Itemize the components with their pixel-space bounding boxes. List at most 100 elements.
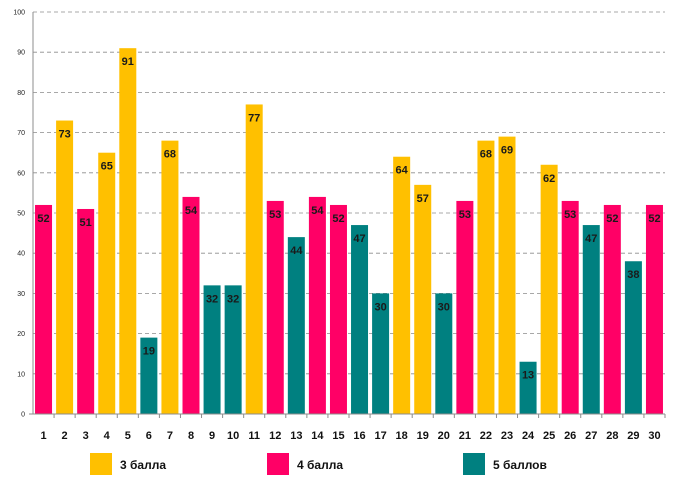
x-tick-label: 20: [438, 430, 450, 442]
bar-value-label: 32: [227, 293, 239, 305]
x-tick-label: 9: [209, 430, 215, 442]
bar: [77, 208, 95, 414]
bar: [203, 285, 221, 414]
y-tick-label: 50: [17, 211, 25, 218]
bar: [56, 120, 74, 414]
bar-value-label: 13: [522, 370, 534, 382]
bar-value-label: 54: [185, 205, 198, 217]
x-tick-label: 7: [167, 430, 173, 442]
bar: [98, 152, 116, 414]
legend: 3 балла 4 балла 5 баллов: [90, 453, 547, 475]
x-tick-label: 13: [290, 430, 302, 442]
bar: [287, 237, 305, 414]
bar-value-label: 64: [396, 165, 409, 177]
legend-label: 4 балла: [297, 458, 343, 472]
grid-lines: [33, 11, 665, 375]
legend-swatch: [463, 453, 485, 475]
x-tick-label: 30: [648, 430, 660, 442]
y-tick-label: 40: [17, 251, 25, 258]
bar-value-label: 53: [564, 209, 576, 221]
bar-value-label: 47: [353, 233, 365, 245]
y-tick-label: 70: [17, 130, 25, 137]
bar: [561, 200, 579, 414]
y-tick-label: 60: [17, 170, 25, 177]
y-tick-label: 100: [13, 10, 25, 17]
x-tick-label: 19: [417, 430, 429, 442]
legend-swatch: [90, 453, 112, 475]
bars: [35, 48, 663, 415]
x-tick-label: 26: [564, 430, 576, 442]
bar-value-label: 54: [311, 205, 324, 217]
bar: [245, 104, 263, 415]
bar: [224, 285, 242, 414]
bar: [624, 261, 642, 414]
legend-label: 3 балла: [120, 458, 166, 472]
bar: [119, 48, 137, 415]
x-tick-label: 17: [374, 430, 386, 442]
x-tick-label: 22: [480, 430, 492, 442]
bar: [308, 196, 326, 414]
bar: [372, 293, 390, 414]
bar-value-label: 51: [80, 217, 92, 229]
x-tick-label: 1: [40, 430, 46, 442]
bar-value-label: 38: [627, 269, 639, 281]
legend-swatch: [267, 453, 289, 475]
legend-label: 5 баллов: [493, 458, 547, 472]
x-tick-label: 16: [353, 430, 365, 442]
bar: [266, 200, 284, 414]
bar-value-label: 91: [122, 56, 134, 68]
x-tick-label: 23: [501, 430, 513, 442]
bar-value-label: 73: [58, 129, 70, 141]
x-tick-label: 4: [104, 430, 111, 442]
bar-value-label: 69: [501, 145, 513, 157]
bar-value-label: 52: [332, 213, 344, 225]
bar: [540, 164, 558, 414]
bar: [645, 204, 663, 414]
bar: [456, 200, 474, 414]
bar: [351, 225, 369, 414]
bar-value-label: 19: [143, 346, 155, 358]
x-tick-label: 18: [396, 430, 408, 442]
y-axis-ticks: 0 10 20 30 40 50 60 70 80 90 100: [13, 10, 25, 419]
bar: [498, 136, 516, 414]
bar: [603, 204, 621, 414]
x-tick-label: 2: [62, 430, 68, 442]
x-tick-label: 11: [248, 430, 260, 442]
bar-value-label: 53: [459, 209, 471, 221]
bar: [35, 204, 53, 414]
x-tick-label: 21: [459, 430, 471, 442]
x-tick-label: 29: [627, 430, 639, 442]
bar-value-label: 30: [374, 301, 386, 313]
x-tick-label: 28: [606, 430, 618, 442]
x-tick-label: 14: [311, 430, 324, 442]
bar-value-label: 52: [606, 213, 618, 225]
bar: [414, 184, 432, 414]
x-axis-ticks: 1 2 3 4 5 6 7 8 9 10 11 12 13 14 15 16 17 18 19 20 21 22 23 24 2…: [40, 414, 666, 442]
x-tick-label: 27: [585, 430, 597, 442]
bar-value-label: 44: [290, 245, 303, 257]
bar-value-label: 68: [164, 149, 176, 161]
x-tick-label: 15: [332, 430, 344, 442]
y-tick-label: 90: [17, 50, 25, 57]
x-tick-label: 3: [83, 430, 89, 442]
bar: [477, 140, 495, 414]
y-tick-label: 80: [17, 90, 25, 97]
bar-value-label: 52: [648, 213, 660, 225]
bar: [435, 293, 453, 414]
bar-value-label: 57: [417, 193, 429, 205]
bar-value-label: 52: [37, 213, 49, 225]
bar: [182, 196, 200, 414]
x-tick-label: 10: [227, 430, 239, 442]
y-tick-label: 30: [17, 291, 25, 298]
data-labels: 52 73 51 65 91 19 68 54 32 32 77 53 44 54 52 47 30 64 57 30…: [37, 56, 660, 382]
bar: [582, 225, 600, 414]
bar: [140, 337, 158, 414]
axes: [29, 12, 665, 415]
bar: [393, 156, 411, 414]
bar-value-label: 65: [101, 161, 113, 173]
bar: [519, 361, 537, 414]
x-tick-label: 12: [269, 430, 281, 442]
bar-value-label: 47: [585, 233, 597, 245]
bar-value-label: 77: [248, 112, 260, 124]
